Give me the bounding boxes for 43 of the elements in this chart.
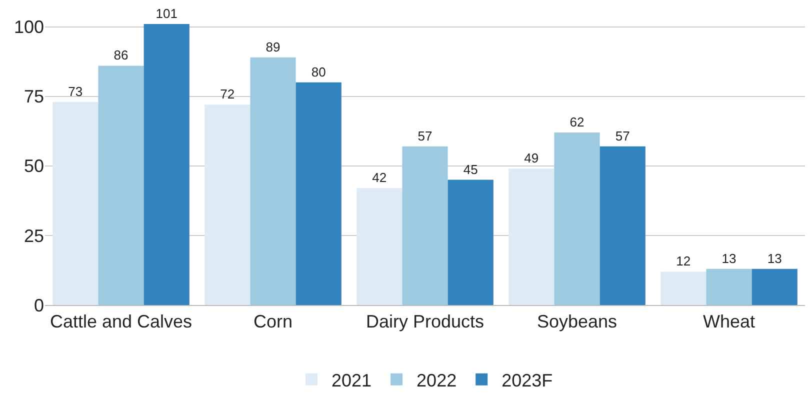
x-tick-label: Corn [253,312,293,332]
legend-label: 2021 [332,370,372,390]
data-label: 73 [68,84,83,99]
bar [752,268,798,305]
data-label: 13 [722,250,736,266]
data-label: 86 [114,48,128,63]
bar [448,180,494,305]
y-tick-label: 75 [24,86,44,107]
bar [554,132,600,305]
data-label: 101 [156,6,178,21]
data-label: 45 [463,162,478,177]
bar [706,268,752,305]
bar [600,146,646,305]
data-label: 72 [220,86,235,102]
bar [660,272,706,305]
x-tick-label: Cattle and Calves [50,312,192,332]
bar [144,24,190,305]
bar [296,82,342,305]
data-label: 89 [266,39,280,54]
data-label: 13 [767,250,782,266]
bar [356,188,402,305]
x-tick-label: Soybeans [536,312,618,332]
legend-label: 2022 [416,370,457,390]
data-label: 42 [372,170,387,186]
y-tick-label: 50 [24,156,44,176]
bar [204,104,250,305]
bar [98,66,144,305]
legend-label: 2023F [502,370,553,390]
data-label: 12 [676,254,691,269]
bar [508,168,554,305]
bar [52,102,98,305]
data-label: 57 [418,128,432,144]
y-tick-label: 0 [34,295,44,316]
x-tick-label: Dairy Products [366,312,484,332]
data-label: 62 [570,114,584,130]
data-label: 80 [311,64,326,80]
bar [402,146,448,305]
data-label: 49 [524,150,539,166]
x-tick-label: Wheat [702,312,756,332]
data-label: 57 [615,128,630,144]
y-tick-label: 100 [14,17,44,38]
y-tick-label: 25 [24,226,44,246]
bar [250,57,296,305]
